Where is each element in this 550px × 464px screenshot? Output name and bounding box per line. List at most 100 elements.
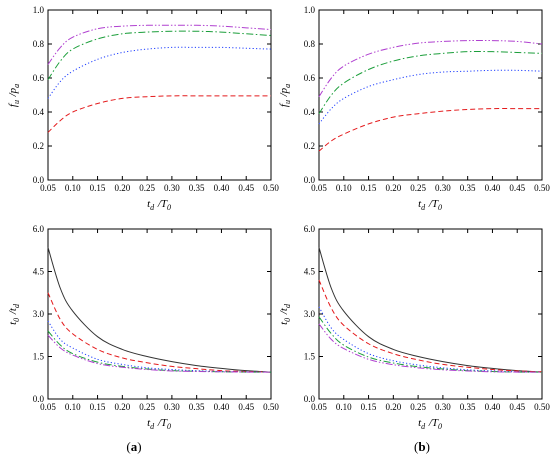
series-line-2 [318, 279, 543, 373]
y-axis-label: t0 /td [7, 303, 21, 325]
y-tick-label: 0.4 [304, 107, 316, 117]
x-tick-label: 0.30 [435, 402, 451, 412]
panel-label-a: (a) [126, 439, 141, 454]
series-line-3 [47, 320, 272, 373]
series-line-3 [47, 30, 272, 80]
svg-text:(a): (a) [126, 439, 141, 454]
plot-frame [47, 9, 272, 181]
x-tick-label: 0.25 [139, 183, 155, 193]
series-line-1 [47, 247, 272, 373]
x-tick-label: 0.40 [485, 402, 501, 412]
y-tick-label: 4.5 [304, 267, 316, 277]
series-line-4 [318, 316, 543, 373]
x-tick-label: 0.50 [534, 402, 550, 412]
x-tick-label: 0.35 [189, 183, 205, 193]
x-tick-label: 0.20 [114, 402, 130, 412]
x-axis-label: td /T0 [147, 417, 172, 431]
series-line-1 [47, 95, 271, 133]
x-tick-label: 0.05 [311, 183, 327, 193]
y-tick-label: 0.0 [33, 394, 45, 404]
x-tick-label: 0.15 [361, 183, 377, 193]
x-tick-label: 0.50 [534, 183, 550, 193]
y-tick-label: 0.8 [33, 39, 45, 49]
x-tick-label: 0.05 [40, 402, 56, 412]
panel-bottom-right: 0.05 0.10 0.15 0.20 0.25 0.30 0.35 0.40 0.45 0.50… [278, 224, 550, 431]
x-tick-label: 0.15 [361, 402, 377, 412]
x-tick-label: 0.10 [336, 402, 352, 412]
y-tick-label: 1.5 [304, 352, 316, 362]
y-tick-label: 0.6 [304, 73, 316, 83]
x-tick-label: 0.25 [139, 402, 155, 412]
x-tick-label: 0.20 [385, 402, 401, 412]
x-tick-label: 0.10 [336, 183, 352, 193]
x-axis-label: td /T0 [418, 198, 443, 212]
y-tick-label: 1.0 [33, 5, 45, 15]
panel-top-left: 0.05 0.10 0.15 0.20 0.25 0.30 0.35 0.40 0.45 0.50… [7, 5, 279, 212]
y-axis-label: t0 /td [278, 303, 292, 325]
x-tick-label: 0.15 [90, 183, 106, 193]
x-tick-label: 0.40 [214, 183, 230, 193]
x-tick-label: 0.10 [65, 183, 81, 193]
x-tick-label: 0.35 [460, 402, 476, 412]
x-tick-label: 0.25 [410, 402, 426, 412]
x-tick-label: 0.20 [385, 183, 401, 193]
x-tick-label: 0.35 [189, 402, 205, 412]
y-tick-label: 1.5 [33, 352, 45, 362]
series-line-4 [318, 39, 543, 97]
x-tick-label: 0.30 [164, 402, 180, 412]
series-line-5 [318, 323, 543, 373]
y-tick-label: 1.0 [304, 5, 316, 15]
series-line-1 [318, 108, 542, 152]
series-line-1 [318, 247, 543, 373]
y-tick-label: 0.2 [304, 141, 315, 151]
plot-frame [318, 228, 543, 400]
panel-top-right: 0.05 0.10 0.15 0.20 0.25 0.30 0.35 0.40 0.45 0.50… [278, 5, 550, 212]
x-tick-label: 0.45 [509, 402, 525, 412]
y-tick-label: 0.0 [304, 394, 316, 404]
x-tick-label: 0.15 [90, 402, 106, 412]
series-line-2 [47, 46, 272, 99]
x-tick-label: 0.50 [263, 402, 279, 412]
x-tick-label: 0.30 [435, 183, 451, 193]
panel-bottom-left: 0.05 0.10 0.15 0.20 0.25 0.30 0.35 0.40 0.45 0.50… [7, 224, 279, 431]
series-line-4 [47, 330, 272, 373]
x-tick-label: 0.45 [238, 183, 254, 193]
y-tick-label: 0.6 [33, 73, 45, 83]
x-tick-label: 0.05 [311, 402, 327, 412]
x-tick-label: 0.10 [65, 402, 81, 412]
y-tick-label: 0.0 [33, 175, 45, 185]
plot-frame [47, 228, 272, 400]
y-tick-label: 3.0 [33, 309, 45, 319]
x-tick-label: 0.25 [410, 183, 426, 193]
y-tick-label: 0.8 [304, 39, 316, 49]
y-tick-label: 6.0 [33, 224, 45, 234]
panel-label-b-letter: b [418, 439, 425, 454]
series-line-5 [47, 334, 272, 373]
x-tick-label: 0.50 [263, 183, 279, 193]
x-axis-label: td /T0 [418, 417, 443, 431]
x-tick-label: 0.40 [485, 183, 501, 193]
x-tick-label: 0.35 [460, 183, 476, 193]
series-line-4 [47, 24, 272, 65]
x-axis-label: td /T0 [147, 198, 172, 212]
panel-label-b: (b) [414, 439, 430, 454]
x-tick-label: 0.30 [164, 183, 180, 193]
y-axis-label: fu /pa [7, 83, 21, 107]
y-tick-label: 3.0 [304, 309, 316, 319]
panel-label-a-letter: a [131, 439, 138, 454]
series-line-2 [318, 69, 543, 125]
y-axis-label: fu /pa [278, 83, 292, 107]
y-tick-label: 0.4 [33, 107, 45, 117]
x-tick-label: 0.20 [114, 183, 130, 193]
y-tick-label: 4.5 [33, 267, 45, 277]
x-tick-label: 0.40 [214, 402, 230, 412]
x-tick-label: 0.05 [40, 183, 56, 193]
y-tick-label: 0.0 [304, 175, 316, 185]
x-tick-label: 0.45 [509, 183, 525, 193]
series-line-2 [47, 292, 272, 373]
y-tick-label: 0.2 [33, 141, 44, 151]
y-tick-label: 6.0 [304, 224, 316, 234]
plot-frame [318, 9, 543, 181]
